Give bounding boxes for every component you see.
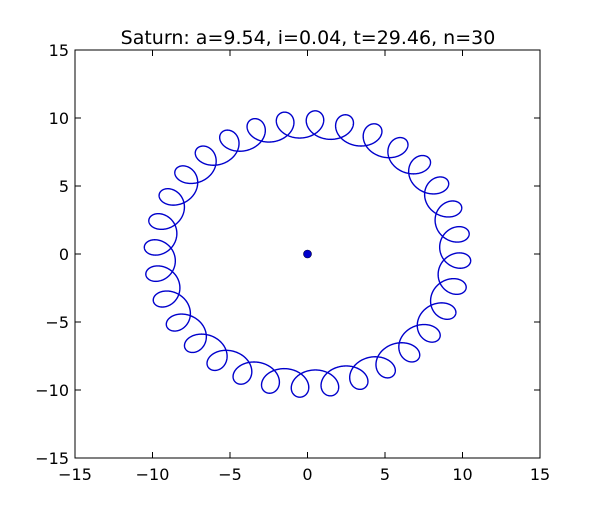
saturn-trajectory-line [143, 110, 472, 398]
x-tick-label: 5 [380, 465, 390, 484]
x-axis-ticks: −15 −10 −5 0 5 10 15 [58, 50, 550, 484]
x-tick-label: 15 [530, 465, 550, 484]
y-tick-label: −5 [45, 313, 69, 332]
sun-point [303, 249, 312, 259]
y-tick-label: −15 [35, 449, 69, 468]
y-tick-label: 5 [59, 177, 69, 196]
x-tick-label: −15 [58, 465, 92, 484]
chart-title: Saturn: a=9.54, i=0.04, t=29.46, n=30 [121, 27, 496, 49]
x-tick-label: 0 [302, 465, 312, 484]
y-tick-label: 10 [49, 109, 69, 128]
plot-area [74, 49, 541, 459]
y-tick-label: 15 [49, 41, 69, 60]
x-tick-label: 10 [452, 465, 472, 484]
y-tick-label: 0 [59, 245, 69, 264]
x-tick-label: −5 [218, 465, 242, 484]
x-tick-label: −10 [136, 465, 170, 484]
y-axis-ticks: −15 −10 −5 0 5 10 15 [35, 41, 540, 468]
y-tick-label: −10 [35, 381, 69, 400]
